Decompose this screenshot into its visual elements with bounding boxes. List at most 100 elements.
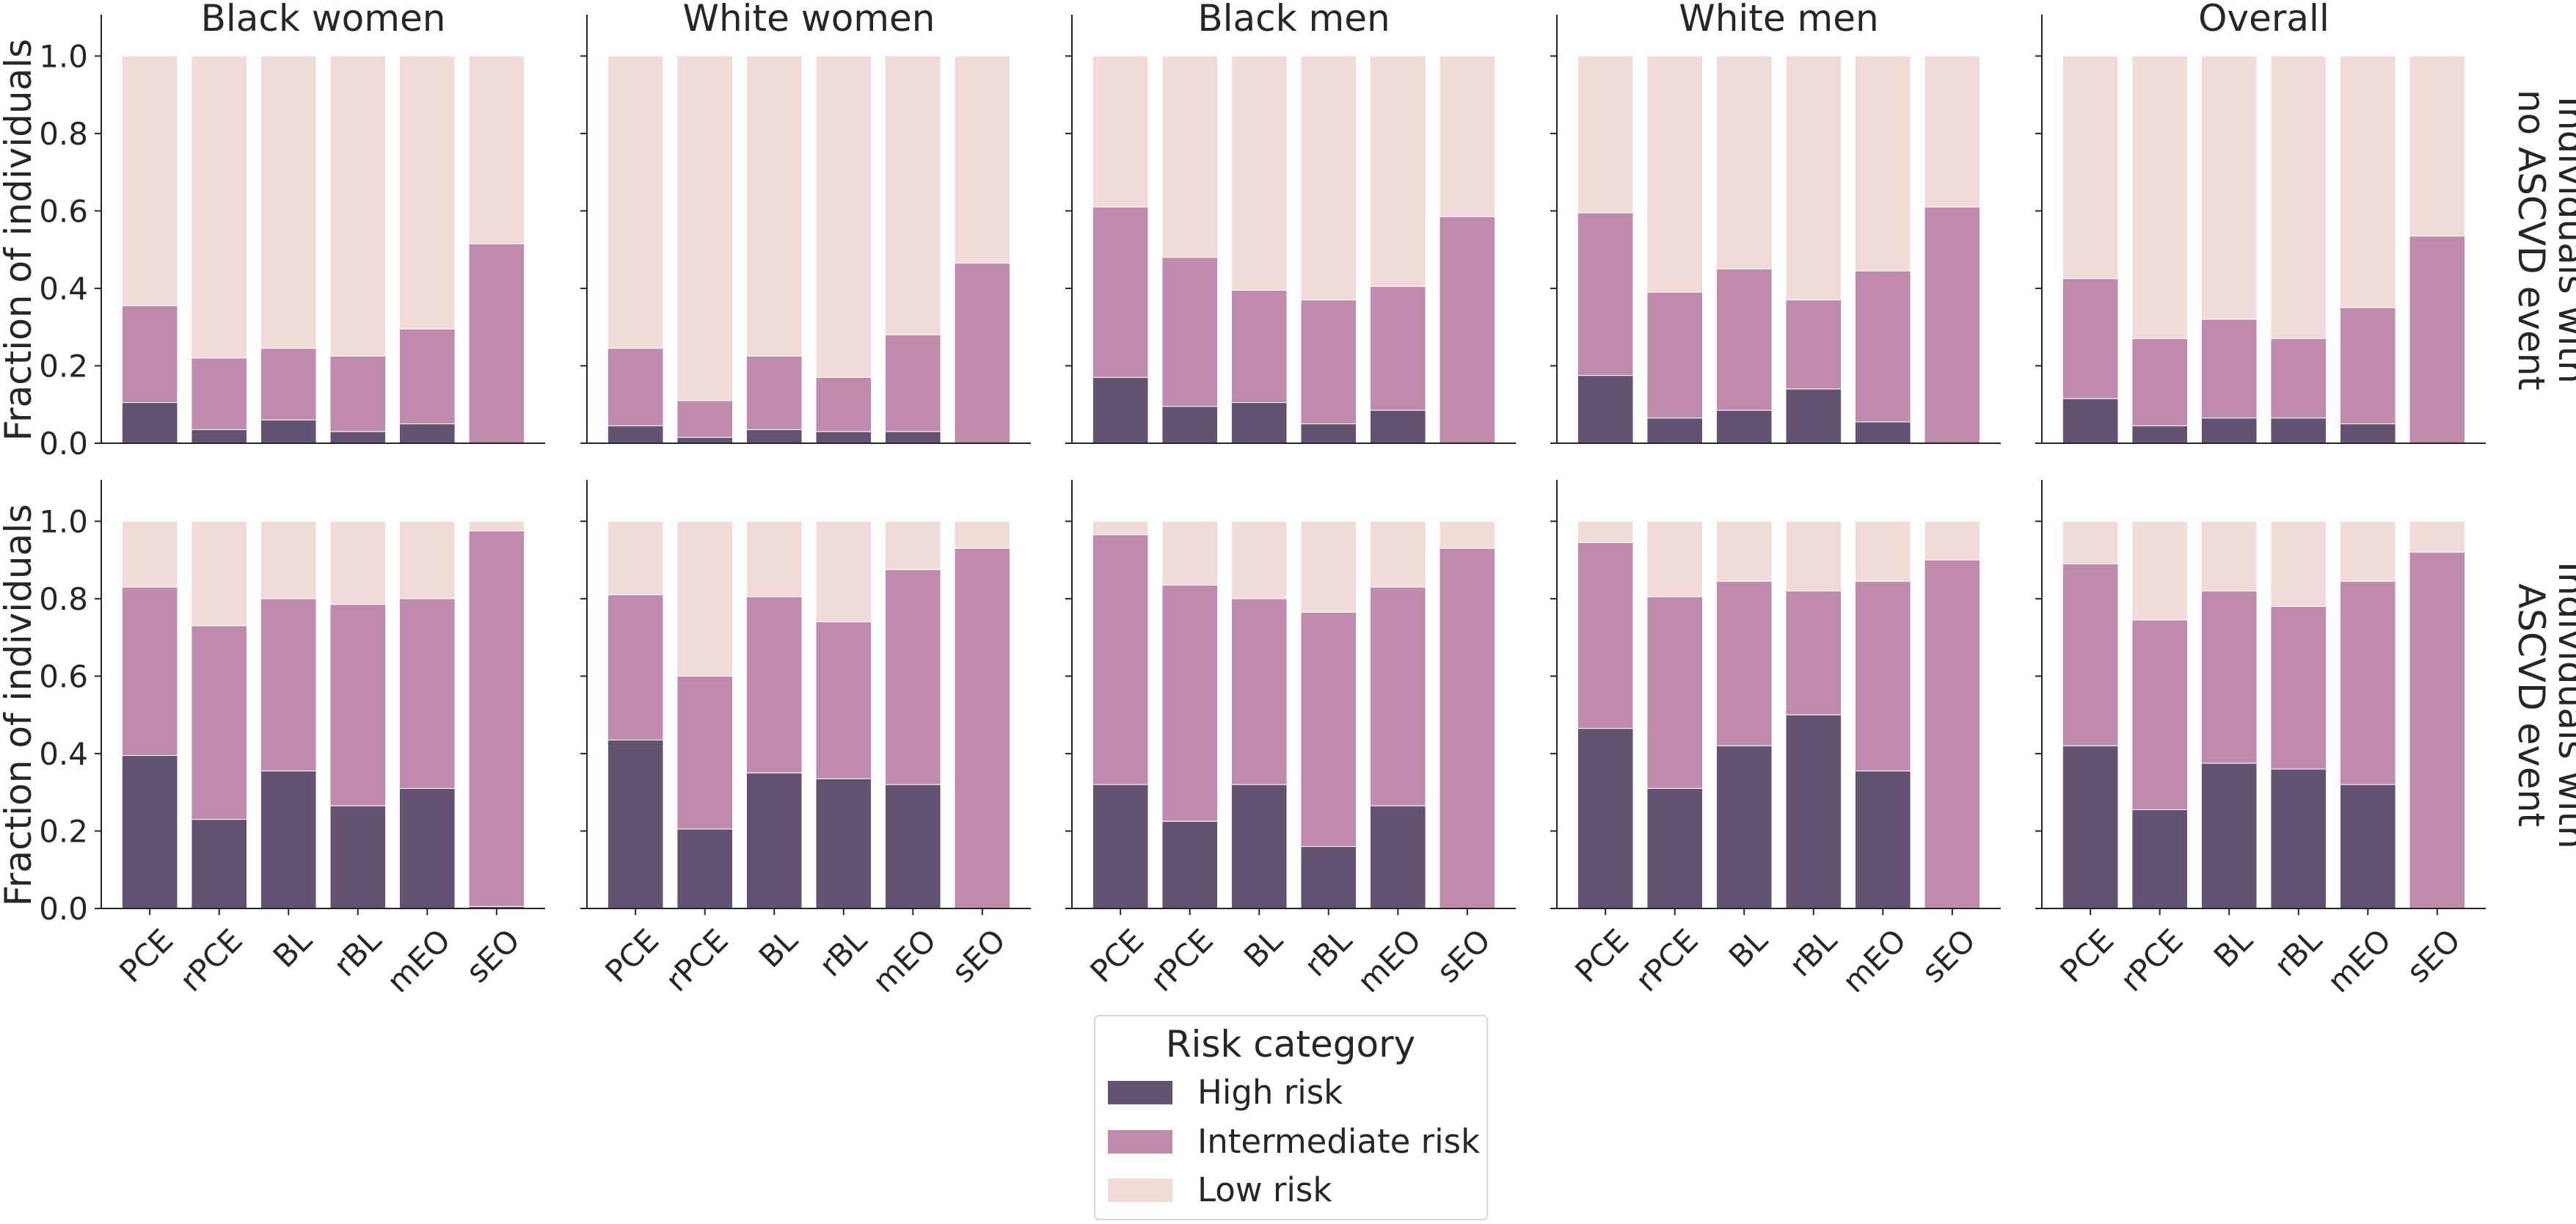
bar-low-risk-bl <box>745 520 803 597</box>
bar-high-risk-rbl <box>2270 418 2327 444</box>
bar-high-risk-pce <box>607 425 664 444</box>
bar-low-risk-seo <box>954 55 1011 264</box>
bar-low-risk-meo <box>884 55 941 335</box>
bar-intermediate-risk-seo <box>1439 547 1496 909</box>
bar-intermediate-risk-bl <box>260 598 317 772</box>
bar-intermediate-risk-rbl <box>1300 299 1357 425</box>
bar-low-risk-bl <box>260 520 317 600</box>
bar-intermediate-risk-rpce <box>2131 338 2189 426</box>
bar-low-risk-seo <box>468 520 525 532</box>
y-tick-label: 1.0 <box>39 503 88 539</box>
legend-swatch-low-risk <box>1108 1179 1172 1202</box>
bar-high-risk-pce <box>1092 784 1149 909</box>
x-tick-label-rpce: rPCE <box>1629 922 1705 998</box>
bar-intermediate-risk-rpce <box>2131 619 2189 810</box>
panel-white-women-row-1: White women <box>580 0 1031 444</box>
bar-low-risk-seo <box>954 520 1011 549</box>
bar-intermediate-risk-bl <box>2200 590 2258 764</box>
bar-low-risk-bl <box>1230 55 1288 291</box>
bar-low-risk-pce <box>1092 55 1149 208</box>
bar-low-risk-rpce <box>191 520 248 627</box>
bar-intermediate-risk-rpce <box>676 675 734 830</box>
bar-high-risk-rpce <box>191 819 248 909</box>
y-tick-label: 1.0 <box>39 38 88 74</box>
bar-low-risk-pce <box>2062 55 2119 280</box>
x-tick-label-bl: BL <box>266 922 319 975</box>
bar-intermediate-risk-seo <box>954 547 1011 909</box>
legend-swatch-intermediate-risk <box>1108 1130 1172 1154</box>
bar-high-risk-rpce <box>676 828 734 909</box>
legend-label-high-risk: High risk <box>1197 1073 1343 1112</box>
bar-intermediate-risk-rpce <box>191 625 248 820</box>
x-tick-label-seo: sEO <box>2400 922 2467 989</box>
x-tick-label-meo: mEO <box>1836 922 1913 999</box>
bar-low-risk-seo <box>1439 520 1496 549</box>
x-tick-label-bl: BL <box>1237 922 1290 975</box>
bar-low-risk-rbl <box>329 55 387 357</box>
bar-low-risk-rbl <box>1785 55 1842 301</box>
bar-high-risk-rbl <box>1785 714 1842 909</box>
bar-intermediate-risk-seo <box>468 243 525 444</box>
bar-high-risk-rbl <box>815 431 872 444</box>
bar-intermediate-risk-bl <box>1715 580 1773 746</box>
bar-intermediate-risk-pce <box>1577 542 1634 729</box>
bar-intermediate-risk-seo <box>1439 216 1496 444</box>
x-tick-label-seo: sEO <box>459 922 527 989</box>
bar-low-risk-bl <box>260 55 317 349</box>
bar-intermediate-risk-bl <box>260 348 317 420</box>
bar-intermediate-risk-rbl <box>2270 338 2327 419</box>
bar-low-risk-meo <box>398 520 456 600</box>
bar-intermediate-risk-meo <box>2339 580 2396 785</box>
x-tick-label-seo: sEO <box>945 922 1012 989</box>
legend-label-low-risk: Low risk <box>1197 1170 1332 1209</box>
bar-low-risk-rbl <box>1300 55 1357 301</box>
bar-intermediate-risk-rbl <box>329 604 387 806</box>
bar-intermediate-risk-bl <box>745 355 803 431</box>
panel-white-men-row-1: White men <box>1550 0 2001 444</box>
bar-intermediate-risk-rbl <box>1300 611 1357 848</box>
x-tick-label-seo: sEO <box>1430 922 1497 989</box>
y-tick-label: 0.2 <box>39 348 88 384</box>
column-title-white-men: White men <box>1679 0 1878 40</box>
bar-high-risk-bl <box>260 771 317 909</box>
bar-intermediate-risk-meo <box>1854 270 1911 423</box>
bar-high-risk-bl <box>745 772 803 909</box>
bar-intermediate-risk-rbl <box>1785 590 1842 715</box>
x-tick-label-meo: mEO <box>866 922 944 999</box>
x-tick-label-pce: PCE <box>1568 922 1635 989</box>
bar-low-risk-bl <box>2200 520 2258 591</box>
bar-low-risk-rbl <box>2270 520 2327 607</box>
bar-high-risk-meo <box>2339 784 2396 909</box>
bar-high-risk-rbl <box>815 778 872 909</box>
bar-low-risk-meo <box>1854 520 1911 582</box>
bar-high-risk-pce <box>2062 745 2119 909</box>
x-tick-label-pce: PCE <box>2053 922 2120 989</box>
bar-intermediate-risk-seo <box>1924 206 1981 444</box>
bar-high-risk-meo <box>884 784 941 909</box>
y-tick-label: 0.8 <box>39 116 88 152</box>
bar-high-risk-pce <box>607 739 664 909</box>
x-tick-label-pce: PCE <box>1083 922 1150 989</box>
bar-low-risk-meo <box>1369 520 1426 588</box>
bar-high-risk-meo <box>884 431 941 444</box>
bar-low-risk-pce <box>1577 55 1634 214</box>
column-title-white-women: White women <box>683 0 935 40</box>
x-tick-label-rpce: rPCE <box>2114 922 2190 998</box>
panel-overall-row-1: Overall <box>2035 0 2486 444</box>
x-tick-label-bl: BL <box>752 922 805 975</box>
bar-high-risk-rbl <box>329 431 387 444</box>
bar-intermediate-risk-meo <box>2339 307 2396 425</box>
bar-intermediate-risk-pce <box>2062 563 2119 746</box>
bar-low-risk-bl <box>1715 520 1773 582</box>
legend-frame <box>1094 1015 1488 1220</box>
bar-intermediate-risk-pce <box>1092 534 1149 785</box>
bar-intermediate-risk-rpce <box>1161 257 1219 407</box>
bar-low-risk-rpce <box>1646 55 1704 293</box>
